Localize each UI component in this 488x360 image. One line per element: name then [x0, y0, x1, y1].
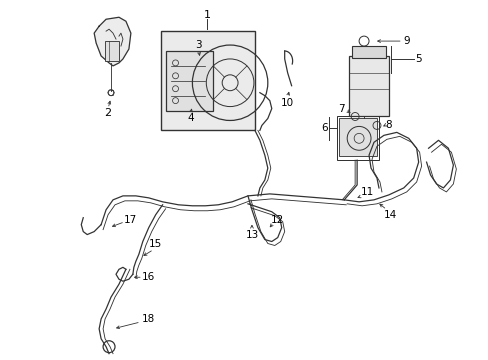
- Text: 1: 1: [203, 10, 210, 20]
- Bar: [348, 56, 388, 116]
- Text: 5: 5: [414, 54, 421, 64]
- Bar: [351, 46, 385, 58]
- Text: 18: 18: [142, 314, 155, 324]
- Bar: [339, 118, 376, 156]
- Text: 11: 11: [360, 187, 373, 197]
- Text: 12: 12: [270, 215, 284, 225]
- Text: 16: 16: [142, 272, 155, 282]
- Text: 3: 3: [195, 40, 201, 50]
- Text: 6: 6: [321, 123, 327, 134]
- Text: 17: 17: [124, 215, 137, 225]
- Text: 2: 2: [104, 108, 111, 117]
- Text: 4: 4: [187, 113, 193, 123]
- Bar: [161, 31, 254, 130]
- Text: 14: 14: [384, 210, 397, 220]
- Text: 13: 13: [245, 230, 258, 239]
- Text: 10: 10: [281, 98, 294, 108]
- Text: 8: 8: [385, 121, 391, 130]
- Polygon shape: [94, 17, 131, 66]
- Bar: [105, 41, 119, 61]
- Bar: [165, 51, 213, 111]
- Bar: [337, 116, 378, 160]
- Text: 7: 7: [337, 104, 344, 113]
- Text: 15: 15: [149, 239, 162, 249]
- Text: 9: 9: [403, 36, 409, 46]
